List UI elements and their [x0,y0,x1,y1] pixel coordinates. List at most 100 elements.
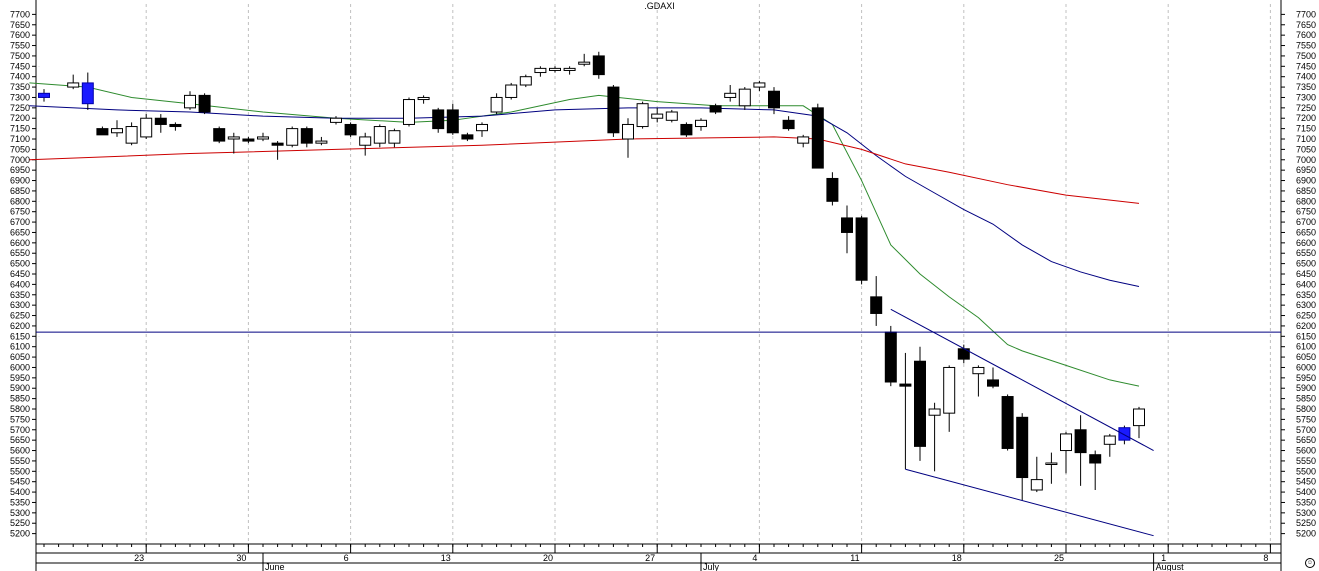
candle-body [622,123,634,140]
series-line-2 [29,105,1140,287]
candle-body [505,84,518,98]
candle [636,101,649,129]
y-tick-label: 5400 [10,487,30,497]
candle-body [81,82,94,105]
candle-body [359,136,372,146]
candle-body [549,67,561,71]
y-tick-label: 6900 [10,176,30,186]
y-tick-label: 6600 [1296,238,1316,248]
y-tick-label: 7600 [10,30,30,40]
candle-body [899,383,912,387]
candle-body [227,136,240,140]
candle [505,82,518,100]
week-tick-label: 1 [1161,553,1166,563]
y-tick-label: 6450 [1296,269,1316,279]
candle-body [768,90,780,109]
candle-body [476,123,488,132]
y-tick-label: 5550 [10,456,30,466]
week-tick-label: 11 [850,553,859,563]
y-tick-label: 7250 [10,103,30,113]
candle [184,91,196,110]
y-tick-label: 6850 [10,186,30,196]
y-tick-label: 6650 [1296,227,1316,237]
candle-body [563,67,576,71]
candle-body [636,103,649,128]
candle [373,124,386,148]
candle [67,74,80,90]
candle-body [446,109,459,134]
y-tick-label: 5400 [1296,487,1316,497]
candle-body [987,379,999,387]
candle [987,367,999,389]
candle-body [242,138,255,142]
y-tick-label: 5850 [1296,394,1316,404]
candle [914,346,926,461]
y-tick-label: 7500 [10,51,30,61]
y-tick-label: 7400 [10,72,30,82]
candle [403,97,415,127]
candle-body [169,123,182,128]
candle [797,134,810,148]
candle [870,276,883,326]
candle-body [592,55,605,76]
candle-body [782,119,795,130]
candle-body [695,119,707,128]
candle [768,87,780,115]
y-tick-label: 6200 [1296,321,1316,331]
y-tick-label: 7300 [1296,92,1316,102]
candle-body [388,130,401,144]
candle-body [300,128,313,144]
candle-body [928,408,941,416]
candle [388,128,401,148]
moving-average-lines [29,82,1140,387]
plot-frame [35,0,1282,571]
candle [811,103,824,169]
y-tick-label: 6900 [1296,176,1316,186]
week-tick-label: 30 [236,553,246,563]
y-tick-label: 5650 [10,435,30,445]
candle [198,93,211,115]
candle [490,93,503,115]
candle [1030,456,1043,493]
candle [125,122,138,146]
y-tick-label: 6800 [10,196,30,206]
candle [96,126,109,136]
y-tick-label: 7400 [1296,72,1316,82]
y-tick-label: 6650 [10,227,30,237]
candle-body [96,128,109,136]
y-tick-label: 7650 [10,20,30,30]
candle [695,118,707,131]
candle-body [753,82,766,88]
candle [651,107,664,123]
week-tick-label: 4 [752,553,757,563]
y-tick-label: 6350 [10,290,30,300]
candle [227,132,240,154]
candle-body [665,111,678,121]
trendlines [36,308,1281,537]
candle-body [519,76,532,86]
week-tick-label: 23 [134,553,144,563]
candle [330,116,342,125]
y-tick-label: 5600 [1296,446,1316,456]
series-line-3 [29,136,1140,204]
candle-body [154,117,167,125]
y-tick-label: 7650 [1296,20,1316,30]
y-tick-label: 6050 [10,352,30,362]
y-tick-label: 6700 [10,217,30,227]
week-tick-label: 27 [645,553,655,563]
candle [738,87,751,110]
candle-body [373,126,386,144]
candle [957,344,970,364]
candle-body [1060,433,1072,452]
smiley-icon: ☺ [1305,558,1315,568]
candle [782,116,795,131]
candle-body [67,82,80,88]
y-tick-label: 5700 [10,425,30,435]
y-tick-label: 6600 [10,238,30,248]
candle-body [972,366,985,375]
candle [1103,433,1116,457]
y-tick-label: 7150 [10,124,30,134]
candles [38,51,1145,501]
y-tick-label: 5500 [10,466,30,476]
